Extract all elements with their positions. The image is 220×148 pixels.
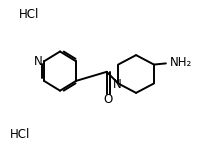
Text: N: N xyxy=(113,78,121,91)
Text: NH₂: NH₂ xyxy=(170,56,192,69)
Text: HCl: HCl xyxy=(19,8,39,21)
Text: O: O xyxy=(104,93,113,106)
Text: N: N xyxy=(34,55,42,68)
Text: HCl: HCl xyxy=(10,128,30,141)
